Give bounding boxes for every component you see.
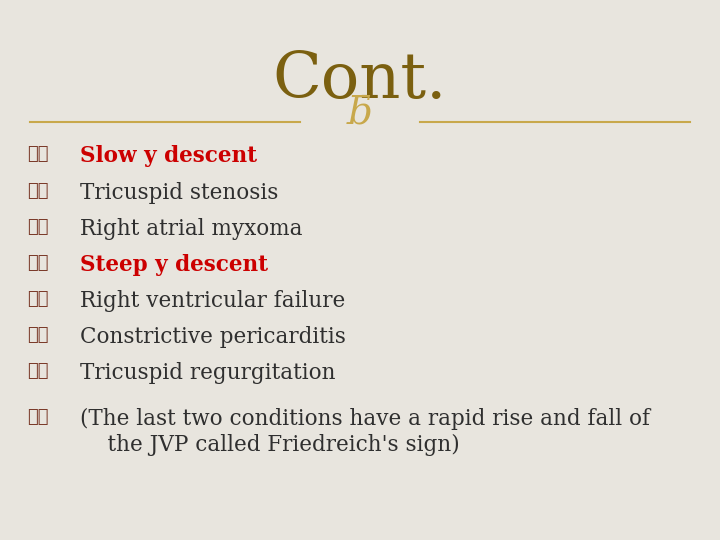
Text: Slow y descent: Slow y descent (80, 145, 257, 167)
Text: Constrictive pericarditis: Constrictive pericarditis (80, 326, 346, 348)
Text: ༼༽: ༼༽ (27, 362, 49, 380)
Text: ༼༽: ༼༽ (27, 408, 49, 426)
Text: Tricuspid stenosis: Tricuspid stenosis (80, 182, 279, 204)
Text: Tricuspid regurgitation: Tricuspid regurgitation (80, 362, 336, 384)
Text: ༼༽: ༼༽ (27, 218, 49, 236)
Text: (The last two conditions have a rapid rise and fall of
    the JVP called Friedr: (The last two conditions have a rapid ri… (80, 408, 650, 456)
Text: ༼༽: ༼༽ (27, 145, 49, 163)
Text: ༼༽: ༼༽ (27, 182, 49, 200)
Text: Right atrial myxoma: Right atrial myxoma (80, 218, 302, 240)
Text: Cont.: Cont. (273, 50, 447, 111)
Text: ༼༽: ༼༽ (27, 326, 49, 344)
Text: ༼༽: ༼༽ (27, 290, 49, 308)
Text: Steep y descent: Steep y descent (80, 254, 268, 276)
Text: Right ventricular failure: Right ventricular failure (80, 290, 346, 312)
Text: ༼༽: ༼༽ (27, 254, 49, 272)
Text: ƃ: ƃ (348, 94, 372, 132)
